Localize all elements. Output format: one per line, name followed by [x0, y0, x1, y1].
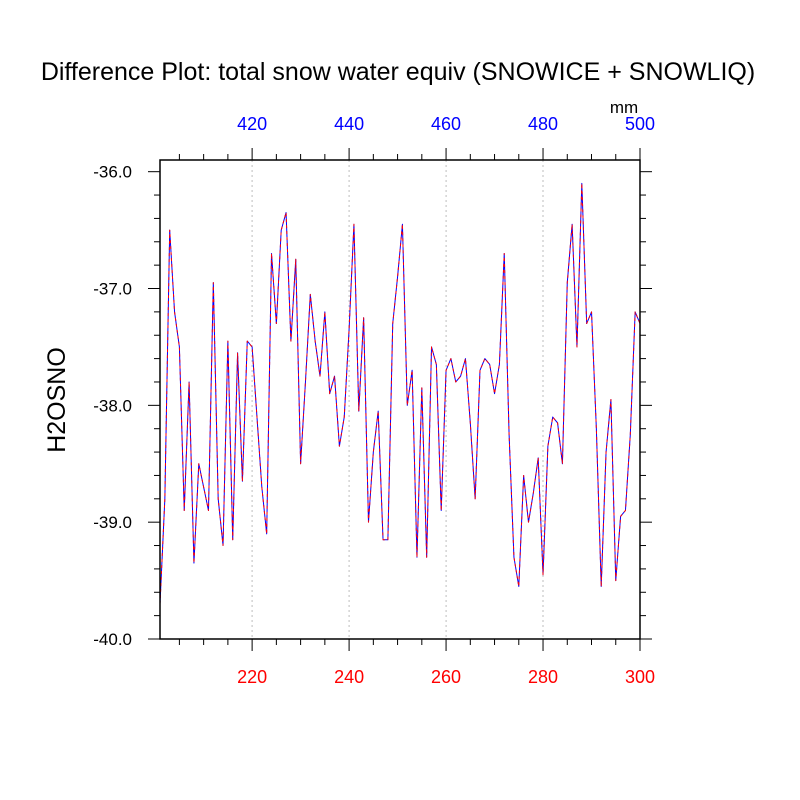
- series-line-1: [159, 182, 641, 604]
- x-top-tick-labels: 420 440 460 480 500: [237, 114, 655, 134]
- y-tick-label: -37.0: [93, 280, 132, 299]
- plot-frame: [159, 159, 641, 640]
- x-bottom-tick-label: 280: [528, 667, 558, 687]
- y-tick-label: -40.0: [93, 630, 132, 649]
- y-tick-labels: -36.0 -37.0 -38.0 -39.0 -40.0: [93, 163, 132, 649]
- x-top-tick-label: 440: [334, 114, 364, 134]
- series-line-2: [159, 182, 641, 604]
- x-top-tick-label: 460: [431, 114, 461, 134]
- y-tick-label: -36.0: [93, 163, 132, 182]
- x-bottom-tick-label: 300: [625, 667, 655, 687]
- y-tick-label: -38.0: [93, 396, 132, 415]
- gridlines: [251, 160, 544, 639]
- x-top-tick-label: 480: [528, 114, 558, 134]
- axis-ticks: [148, 148, 652, 651]
- x-bottom-tick-label: 220: [237, 667, 267, 687]
- x-bottom-tick-labels: 220 240 260 280 300: [237, 667, 655, 687]
- chart-title: Difference Plot: total snow water equiv …: [41, 58, 755, 86]
- series-layer: [159, 182, 641, 604]
- y-axis-label: H2OSNO: [43, 347, 71, 453]
- x-top-tick-label: 420: [237, 114, 267, 134]
- top-axis-units: mm: [610, 98, 638, 117]
- x-bottom-tick-label: 240: [334, 667, 364, 687]
- x-bottom-tick-label: 260: [431, 667, 461, 687]
- y-tick-label: -39.0: [93, 513, 132, 532]
- x-top-tick-label: 500: [625, 114, 655, 134]
